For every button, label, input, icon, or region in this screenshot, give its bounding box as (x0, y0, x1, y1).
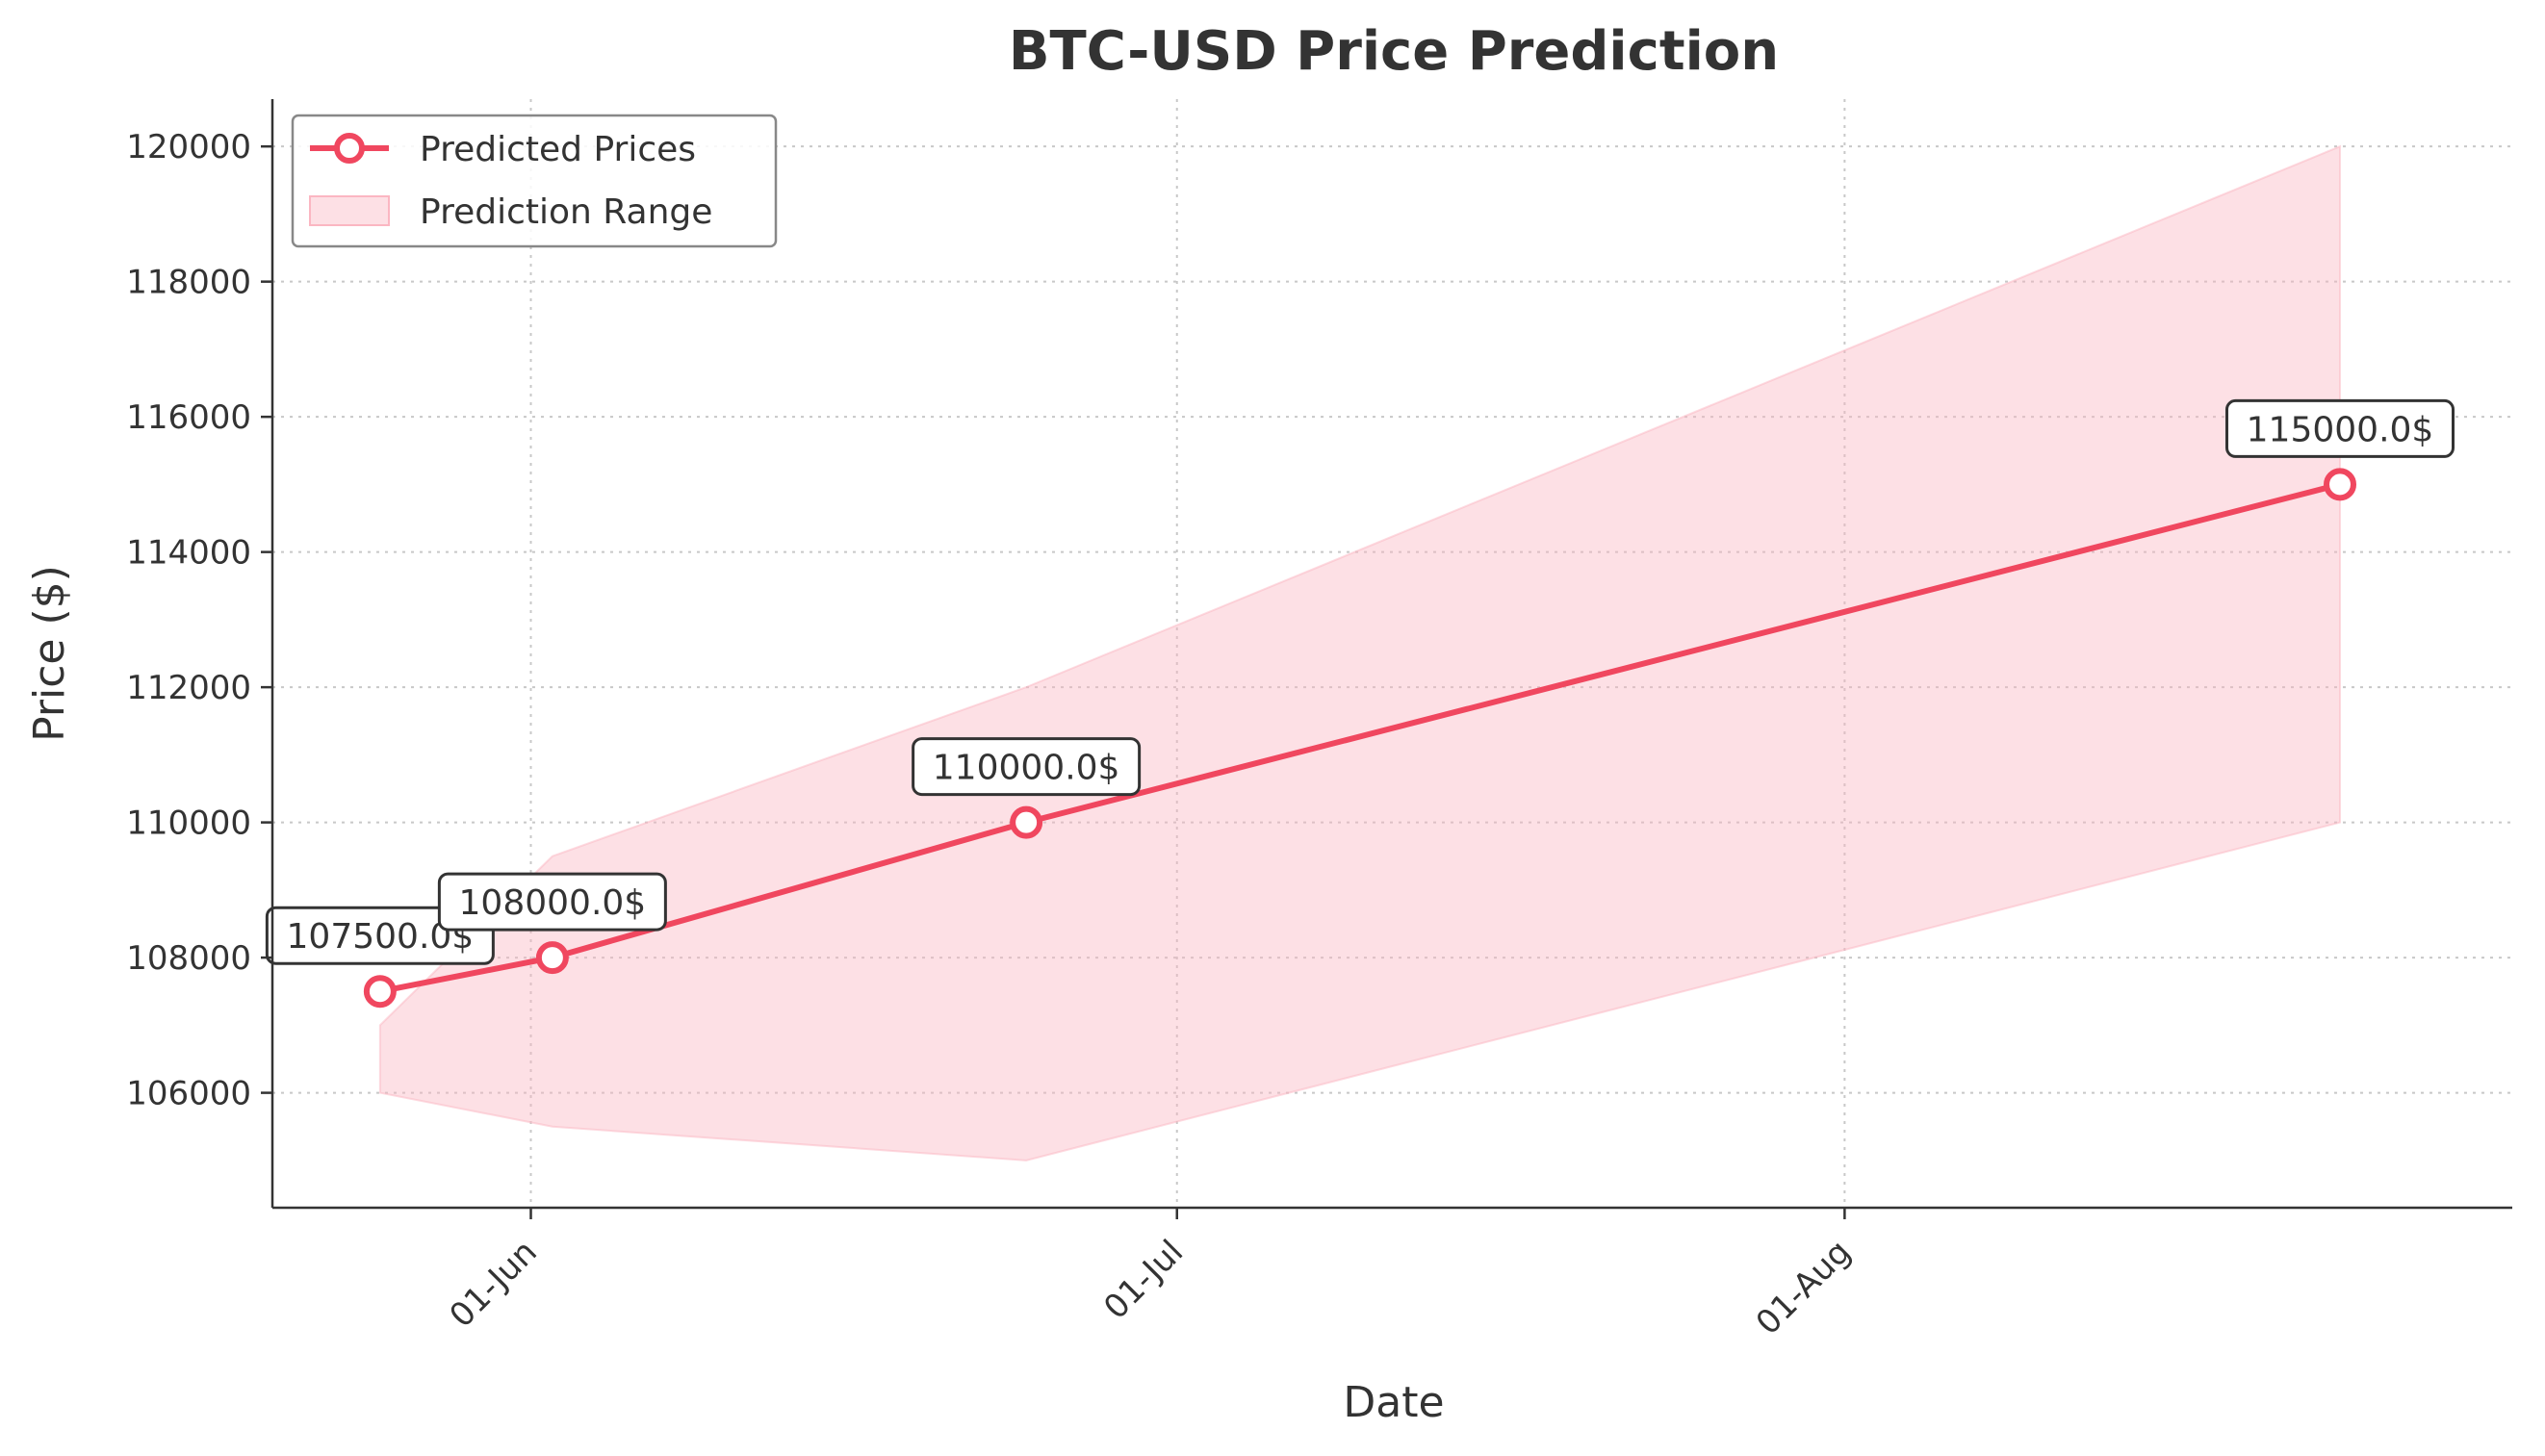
data-labels: 107500.0$108000.0$110000.0$115000.0$ (265, 398, 2455, 965)
y-ticks: 106000 108000 110000 112000 114000 116000 1180… (126, 128, 272, 1113)
series-layer (363, 468, 2356, 1009)
grid (272, 99, 2512, 1208)
prediction-range-band (378, 144, 2341, 1162)
y-tick-label: 116000 (126, 398, 251, 437)
data-label-box (265, 906, 495, 965)
predicted-price-point (1010, 805, 1043, 839)
y-tick-label: 106000 (126, 1075, 251, 1113)
prediction-range-area (378, 144, 2341, 1162)
legend-range-label: Prediction Range (420, 192, 712, 232)
data-label-box (912, 737, 1142, 797)
x-tick-label: 01-Jul (1096, 1233, 1191, 1327)
predicted-price-line (379, 481, 2341, 995)
data-label: 108000.0$ (459, 883, 647, 923)
x-ticks: 01-Jun 01-Jul 01-Aug (442, 1208, 1859, 1342)
y-tick-label: 114000 (126, 534, 251, 573)
x-axis-label: Date (1343, 1378, 1444, 1427)
x-tick-label: 01-Jun (442, 1233, 544, 1335)
predicted-price-point (2324, 468, 2356, 501)
predicted-price-point (535, 941, 569, 975)
predicted-price-point (363, 975, 397, 1009)
y-axis-label: Price ($) (25, 565, 74, 742)
y-tick-label: 118000 (126, 264, 251, 302)
y-tick-label: 112000 (126, 669, 251, 707)
y-tick-label: 110000 (126, 805, 251, 843)
data-label: 110000.0$ (933, 749, 1120, 788)
data-label-box (437, 872, 667, 932)
data-label-box (2225, 398, 2455, 458)
legend-predicted-label: Predicted Prices (420, 130, 696, 169)
legend-range-patch (309, 195, 390, 226)
y-tick-label: 120000 (126, 128, 251, 166)
data-label: 115000.0$ (2247, 410, 2434, 449)
y-tick-label: 108000 (126, 939, 251, 978)
legend-box (291, 114, 778, 248)
x-tick-label: 01-Aug (1749, 1233, 1859, 1342)
legend: Predicted Prices Prediction Range (291, 114, 778, 248)
legend-predicted-marker (334, 133, 365, 164)
chart-title: BTC-USD Price Prediction (1009, 20, 1779, 83)
